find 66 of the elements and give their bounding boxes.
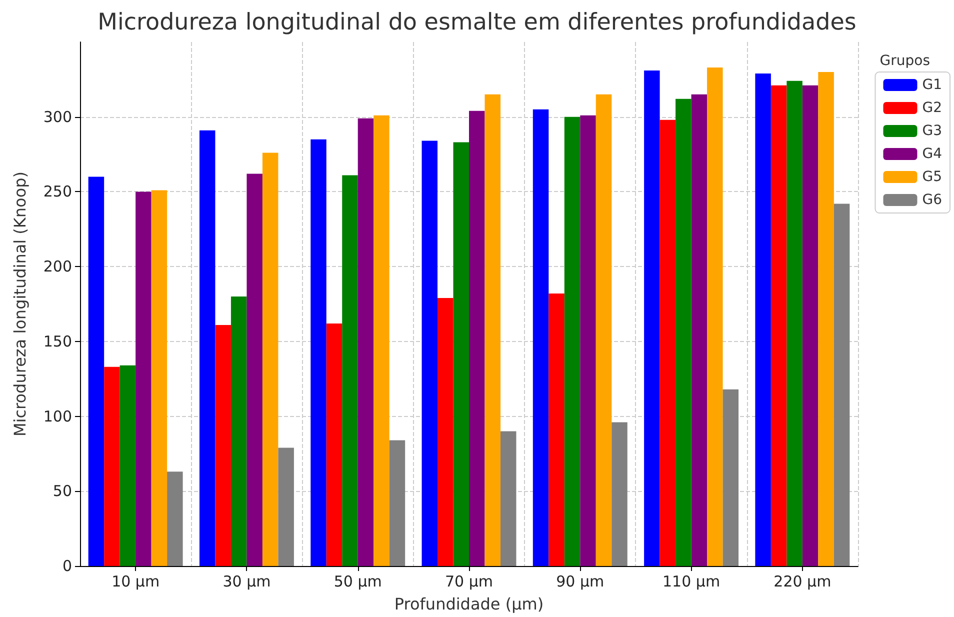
bar [278, 448, 294, 566]
bar [786, 80, 802, 566]
bar [389, 440, 406, 566]
bar [770, 85, 787, 566]
y-tick-label: 0 [62, 557, 72, 575]
legend-label: G4 [922, 146, 942, 162]
bar [802, 85, 818, 566]
legend-label: G1 [922, 77, 942, 93]
bar [580, 115, 596, 566]
bar [691, 94, 708, 566]
bar [310, 139, 326, 566]
bar [230, 296, 247, 566]
bar [422, 140, 438, 566]
bar [500, 431, 516, 566]
bar [755, 73, 771, 566]
x-tick-label: 30 µm [222, 572, 271, 590]
bar [707, 67, 723, 566]
bar [834, 204, 850, 566]
y-tick-label: 150 [43, 332, 72, 350]
bar [438, 298, 454, 566]
bar [596, 94, 612, 566]
bar [469, 110, 485, 566]
y-tick-label: 50 [52, 482, 72, 500]
bar [564, 116, 580, 566]
bar [818, 72, 834, 566]
bar [484, 94, 500, 566]
bar [104, 366, 120, 566]
bar [120, 365, 136, 566]
bar [548, 294, 564, 566]
legend-label: G2 [922, 100, 942, 116]
bar [262, 152, 278, 566]
legend-label: G6 [922, 192, 942, 208]
chart-title: Microdureza longitudinal do esmalte em diferentes profundidades [98, 10, 856, 36]
bar [215, 324, 231, 566]
y-tick-label: 300 [43, 108, 72, 126]
bar [151, 190, 168, 566]
x-tick-label: 50 µm [334, 572, 382, 590]
bar [88, 176, 104, 566]
y-tick-label: 250 [43, 182, 72, 201]
legend-title: Grupos [880, 53, 930, 69]
bar [246, 174, 262, 566]
y-axis-title: Microdureza longitudinal (Knoop) [10, 171, 30, 437]
bar [612, 422, 628, 566]
bar [676, 98, 692, 566]
x-tick-label: 220 µm [774, 572, 832, 590]
legend-label: G5 [922, 169, 942, 185]
bar [644, 70, 660, 566]
x-tick-label: 110 µm [662, 572, 720, 590]
bar [342, 175, 358, 566]
bar [660, 120, 676, 566]
bar [326, 323, 342, 566]
bar [532, 109, 549, 566]
bar [199, 130, 216, 566]
legend-label: G3 [922, 123, 942, 139]
x-tick-label: 90 µm [556, 572, 604, 590]
bar [374, 115, 390, 566]
y-tick-label: 200 [43, 258, 72, 276]
bar [722, 389, 739, 566]
bar [358, 118, 374, 566]
bar [453, 142, 469, 566]
x-tick-label: 10 µm [112, 572, 160, 590]
x-axis-title: Profundidade (µm) [394, 594, 544, 614]
x-tick-label: 70 µm [444, 572, 494, 590]
bar [136, 192, 152, 566]
bar [167, 472, 183, 566]
y-tick-label: 100 [43, 407, 72, 426]
